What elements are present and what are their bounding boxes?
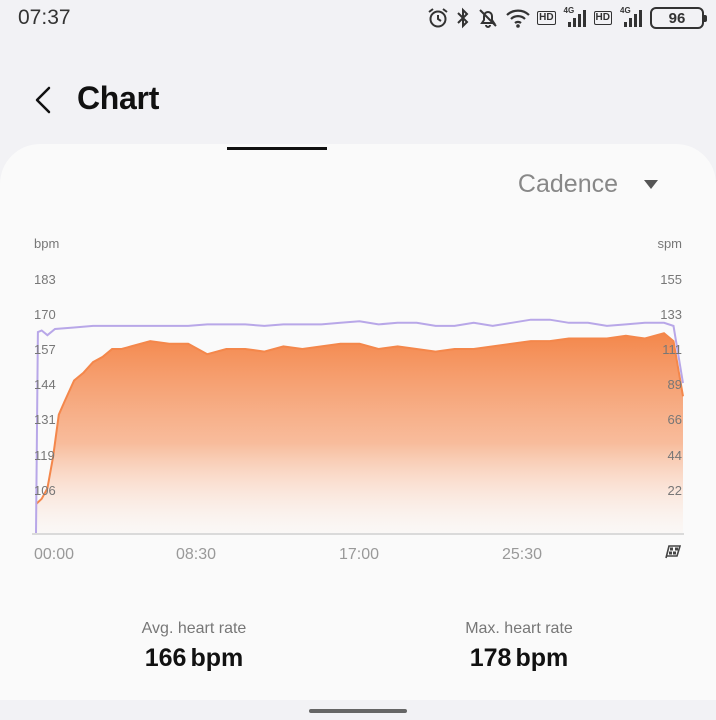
- triangle-down-icon: [644, 179, 658, 189]
- max-heart-rate-label: Max. heart rate: [465, 620, 573, 637]
- checkered-flag-icon: [665, 545, 682, 559]
- right-axis-tick: 133: [660, 307, 682, 322]
- network-type-2: 4G: [620, 6, 631, 15]
- max-heart-rate-value-row: 178 bpm: [399, 644, 639, 673]
- status-time: 07:37: [18, 6, 71, 29]
- metric-dropdown-label: Cadence: [517, 170, 618, 198]
- left-axis-tick: 170: [34, 307, 56, 322]
- battery-indicator: 96: [650, 7, 707, 29]
- x-axis-tick: 25:30: [502, 546, 542, 563]
- left-axis-tick: 131: [34, 412, 56, 427]
- right-axis-tick: 44: [668, 448, 682, 463]
- stats-section: Avg. heart rate 166 bpm Max. heart rate 1…: [0, 620, 716, 690]
- left-axis-tick: 144: [34, 377, 56, 392]
- right-axis-unit: spm: [657, 236, 682, 251]
- page-title: Chart: [77, 80, 160, 116]
- x-axis-tick: 17:00: [339, 546, 379, 563]
- back-button[interactable]: [26, 82, 62, 118]
- cadence-line: [35, 318, 684, 534]
- battery-level: 96: [668, 9, 686, 27]
- metric-dropdown[interactable]: Cadence: [518, 170, 658, 199]
- signal-icon-2: 4G: [618, 6, 644, 29]
- x-axis-tick: 00:00: [34, 546, 74, 563]
- right-axis-tick: 89: [668, 377, 682, 392]
- left-axis-tick: 106: [34, 483, 56, 498]
- chevron-left-icon: [35, 86, 51, 114]
- avg-heart-rate-unit: bpm: [190, 644, 244, 672]
- right-axis-tick: 66: [668, 412, 682, 427]
- app-bar: Chart: [0, 64, 716, 136]
- tab-indicator: [227, 147, 327, 150]
- avg-heart-rate-value-row: 166 bpm: [74, 644, 314, 673]
- alarm-icon: [428, 8, 448, 28]
- status-icons: HD 4G HD 4G 96: [427, 5, 707, 31]
- wifi-icon: [506, 9, 530, 28]
- left-axis-tick: 183: [34, 272, 56, 287]
- bell-off-icon: [479, 9, 497, 28]
- hd-badge: HD: [537, 11, 556, 25]
- right-axis-tick: 22: [668, 483, 682, 498]
- left-axis-tick: 119: [34, 448, 55, 463]
- avg-heart-rate: Avg. heart rate 166 bpm: [74, 620, 314, 673]
- signal-icon: 4G: [562, 6, 588, 29]
- avg-heart-rate-label: Avg. heart rate: [141, 620, 247, 637]
- navigation-handle[interactable]: [309, 709, 407, 713]
- left-axis-unit: bpm: [34, 236, 59, 251]
- right-axis-tick: 155: [660, 272, 682, 287]
- left-axis-tick: 157: [34, 342, 56, 357]
- right-axis-tick: 111: [662, 342, 682, 357]
- max-heart-rate-value: 178: [469, 644, 512, 672]
- max-heart-rate: Max. heart rate 178 bpm: [399, 620, 639, 673]
- status-bar: 07:37 HD 4G: [0, 0, 716, 36]
- network-type: 4G: [563, 6, 575, 15]
- avg-heart-rate-value: 166: [144, 644, 187, 672]
- heart-rate-chart: bpm spm 183 170 157 144 131 119 106 155 133 111 89 66…: [32, 236, 684, 563]
- max-heart-rate-unit: bpm: [515, 644, 569, 672]
- heart-rate-line: [35, 332, 684, 505]
- x-axis-tick: 08:30: [176, 546, 216, 563]
- hd-badge-2: HD: [593, 11, 612, 25]
- bluetooth-icon: [457, 7, 469, 29]
- heart-rate-area: [36, 333, 683, 533]
